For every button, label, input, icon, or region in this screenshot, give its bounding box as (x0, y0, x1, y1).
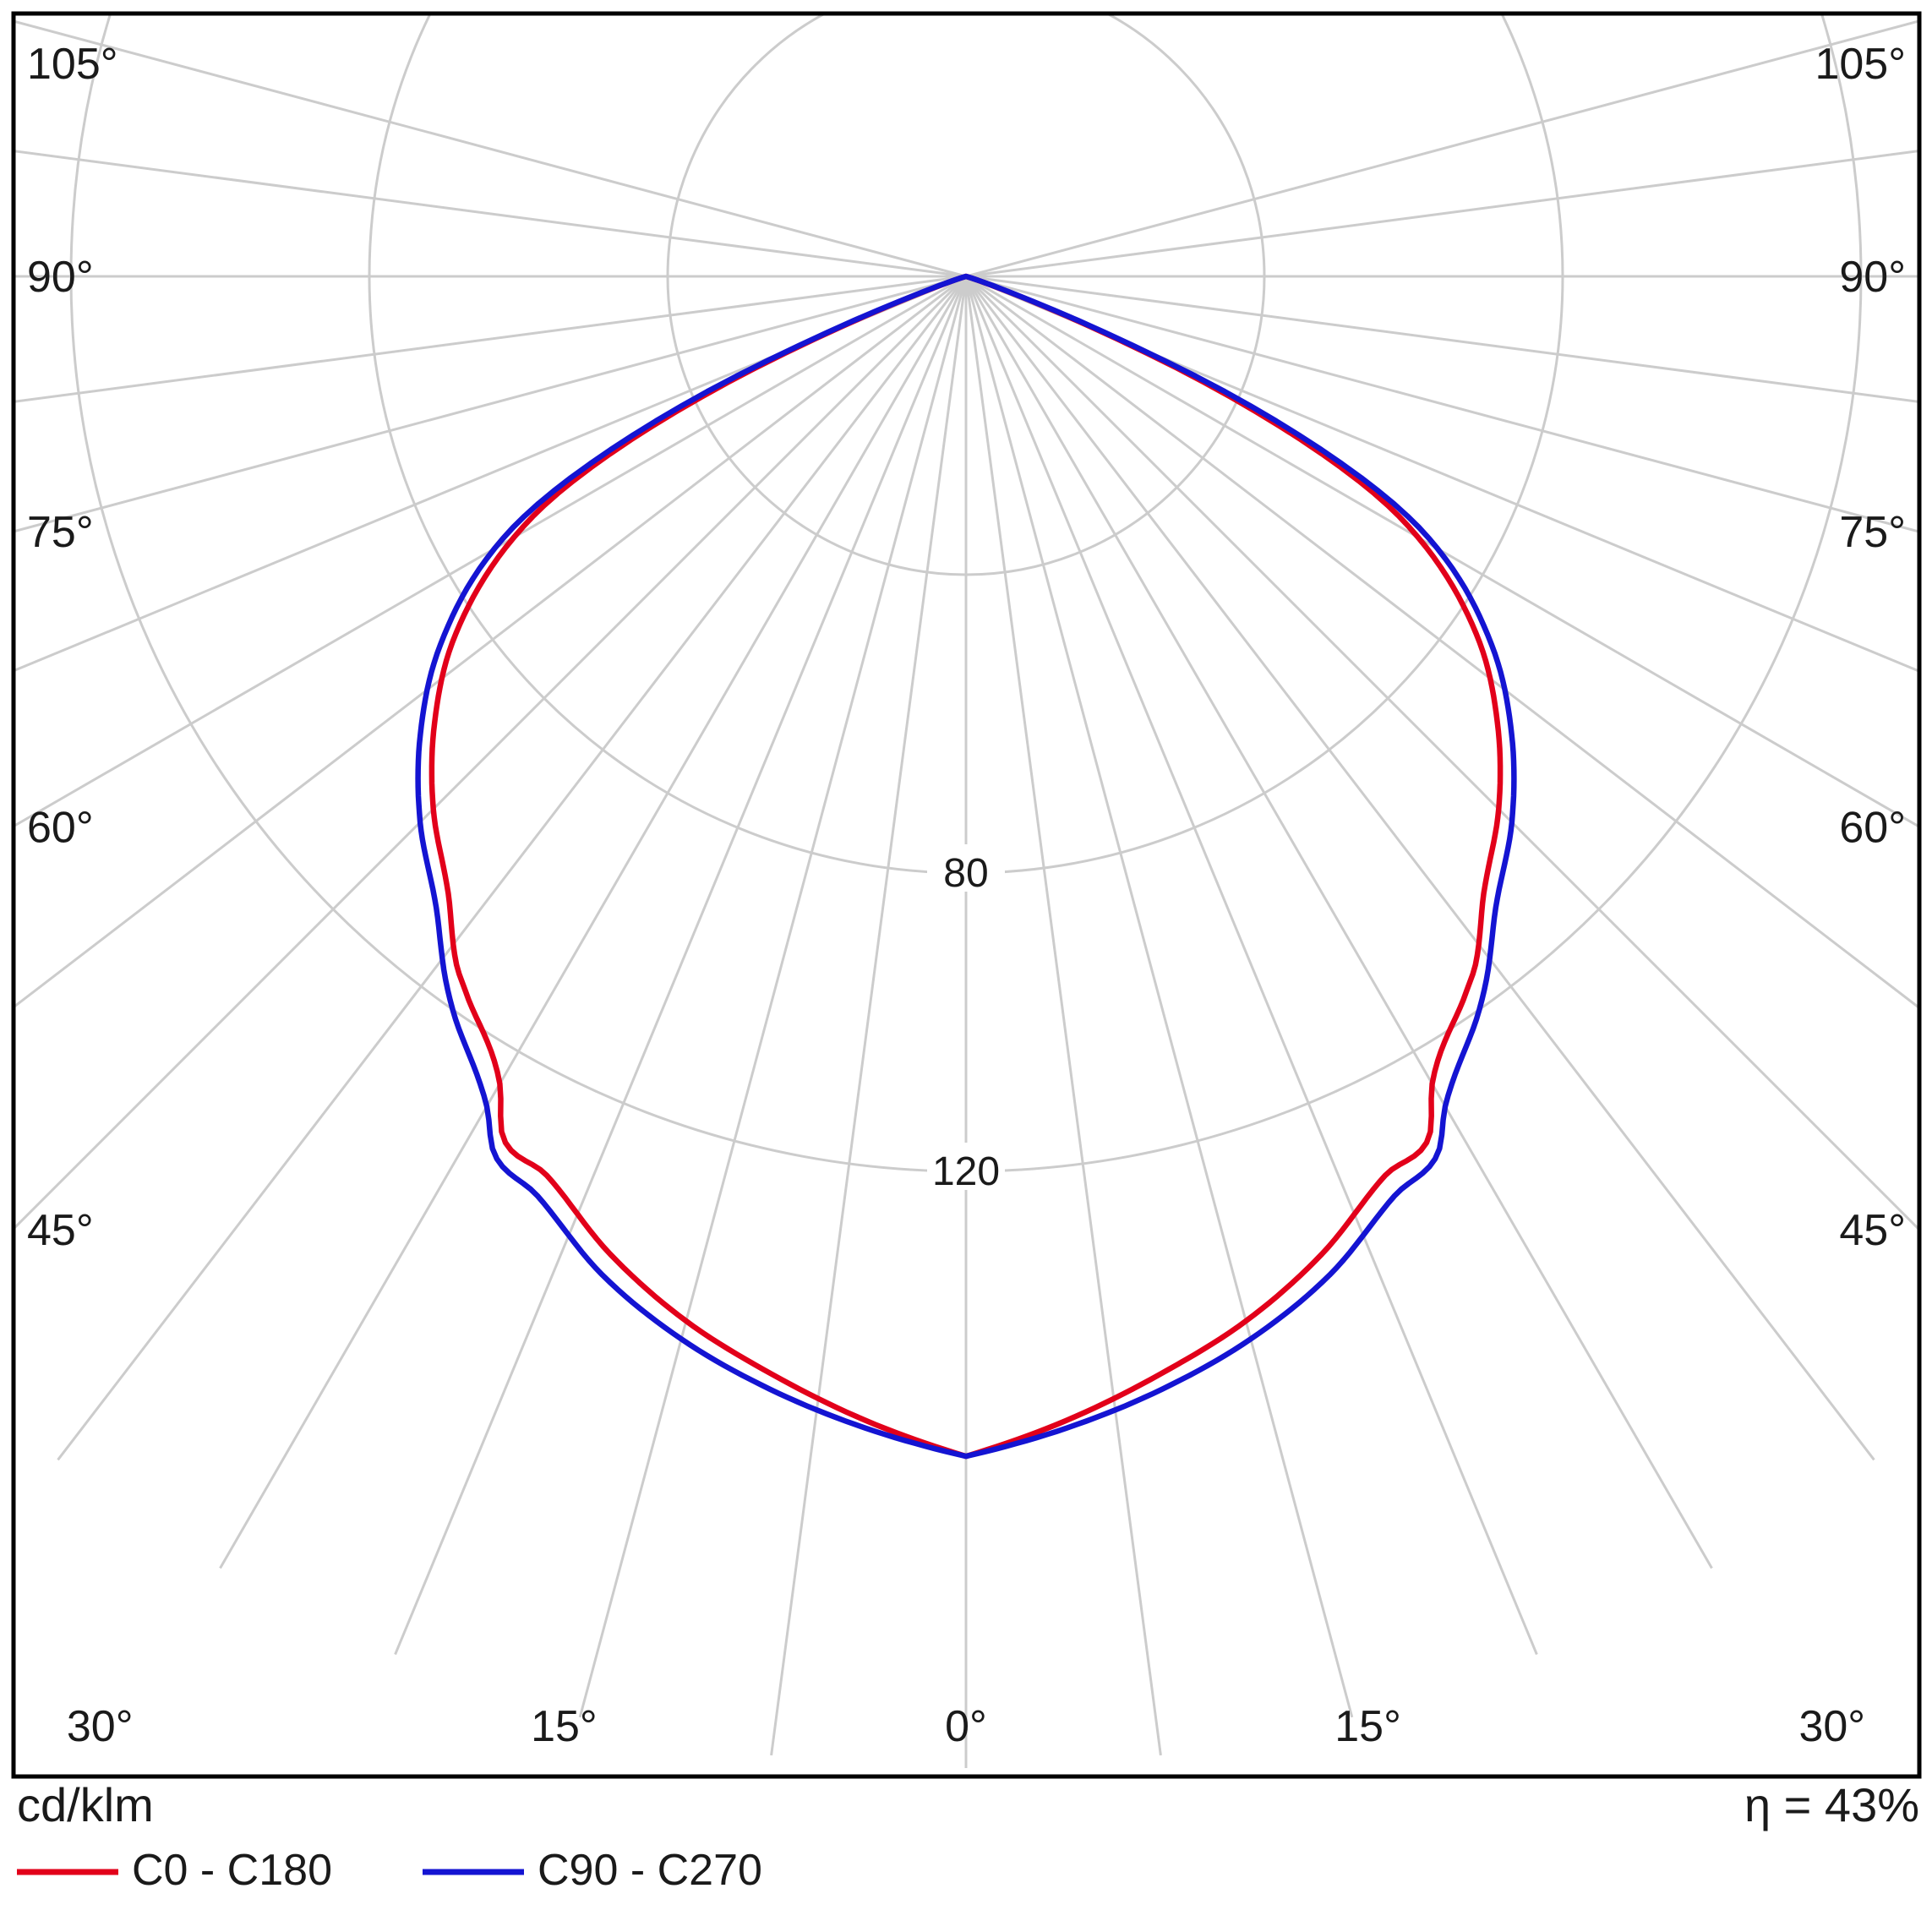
svg-text:105°: 105° (1815, 40, 1906, 89)
svg-text:80: 80 (943, 851, 988, 896)
svg-text:90°: 90° (27, 253, 94, 302)
svg-text:75°: 75° (1839, 508, 1906, 557)
svg-text:120: 120 (932, 1149, 1000, 1194)
svg-text:C90 - C270: C90 - C270 (538, 1846, 762, 1895)
svg-text:60°: 60° (1839, 803, 1906, 852)
svg-text:45°: 45° (1839, 1206, 1906, 1255)
svg-text:cd/klm: cd/klm (17, 1778, 154, 1831)
svg-text:30°: 30° (67, 1702, 134, 1751)
svg-text:15°: 15° (1334, 1702, 1401, 1751)
svg-text:45°: 45° (27, 1206, 94, 1255)
svg-text:30°: 30° (1798, 1702, 1865, 1751)
svg-text:90°: 90° (1839, 253, 1906, 302)
svg-text:105°: 105° (27, 40, 118, 89)
svg-text:C0 - C180: C0 - C180 (132, 1846, 332, 1895)
svg-text:η = 43%: η = 43% (1744, 1778, 1919, 1831)
svg-text:60°: 60° (27, 803, 94, 852)
svg-text:0°: 0° (945, 1702, 987, 1751)
svg-text:15°: 15° (531, 1702, 598, 1751)
svg-text:75°: 75° (27, 508, 94, 557)
